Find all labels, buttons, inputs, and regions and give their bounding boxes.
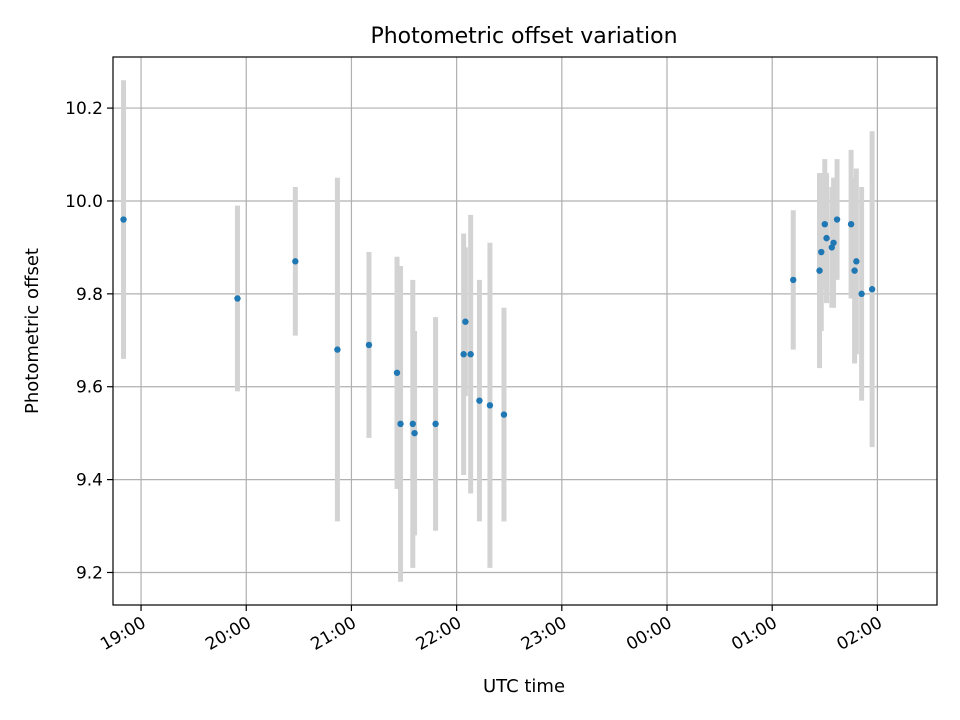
data-point <box>120 216 127 223</box>
x-tick-label: 02:00 <box>833 613 885 655</box>
data-point <box>462 318 469 325</box>
data-point <box>365 341 373 349</box>
error-bars <box>121 80 875 582</box>
data-point <box>393 369 401 376</box>
data-point <box>868 286 876 293</box>
data-point <box>830 239 837 246</box>
y-tick-label: 9.6 <box>76 378 103 398</box>
y-axis-label: Photometric offset <box>22 248 43 414</box>
x-axis-label: UTC time <box>483 676 565 697</box>
data-point <box>460 351 467 358</box>
data-point <box>234 295 241 302</box>
data-point <box>500 411 508 418</box>
data-point <box>833 216 841 223</box>
data-points <box>120 216 876 437</box>
data-point <box>411 429 418 437</box>
y-tick-label: 9.2 <box>76 563 103 583</box>
x-tick-label: 00:00 <box>623 613 675 655</box>
data-point <box>851 267 858 274</box>
data-point <box>790 276 797 284</box>
x-tick-label: 21:00 <box>307 613 359 655</box>
data-point <box>847 220 855 228</box>
y-tick-label: 9.4 <box>76 471 103 491</box>
data-point <box>858 290 865 298</box>
y-axis-ticks: 9.2 9.4 9.6 9.8 10.0 10.2 <box>65 99 113 583</box>
y-tick-label: 9.8 <box>76 285 103 305</box>
plot-frame <box>112 56 938 606</box>
data-point <box>816 267 823 274</box>
data-point <box>292 258 299 265</box>
x-tick-label: 19:00 <box>97 613 149 655</box>
grid <box>113 57 937 605</box>
data-point <box>821 220 828 228</box>
data-point <box>853 258 860 265</box>
x-tick-label: 01:00 <box>728 613 780 655</box>
data-point <box>823 234 830 242</box>
y-tick-label: 10.0 <box>65 192 103 212</box>
data-point <box>409 420 416 428</box>
data-point <box>467 351 474 358</box>
data-point <box>334 346 341 353</box>
data-point <box>397 420 404 428</box>
x-tick-label: 23:00 <box>518 613 570 655</box>
data-point <box>432 420 439 428</box>
y-tick-label: 10.2 <box>65 99 103 119</box>
data-point <box>818 248 825 256</box>
x-tick-label: 20:00 <box>202 613 254 655</box>
x-axis-ticks: 19:00 20:00 21:00 22:00 23:00 00:00 01:00 02:00 <box>97 605 886 655</box>
x-tick-label: 22:00 <box>413 613 465 655</box>
data-point <box>486 402 494 409</box>
chart-title: Photometric offset variation <box>370 24 677 49</box>
data-point <box>476 397 483 404</box>
